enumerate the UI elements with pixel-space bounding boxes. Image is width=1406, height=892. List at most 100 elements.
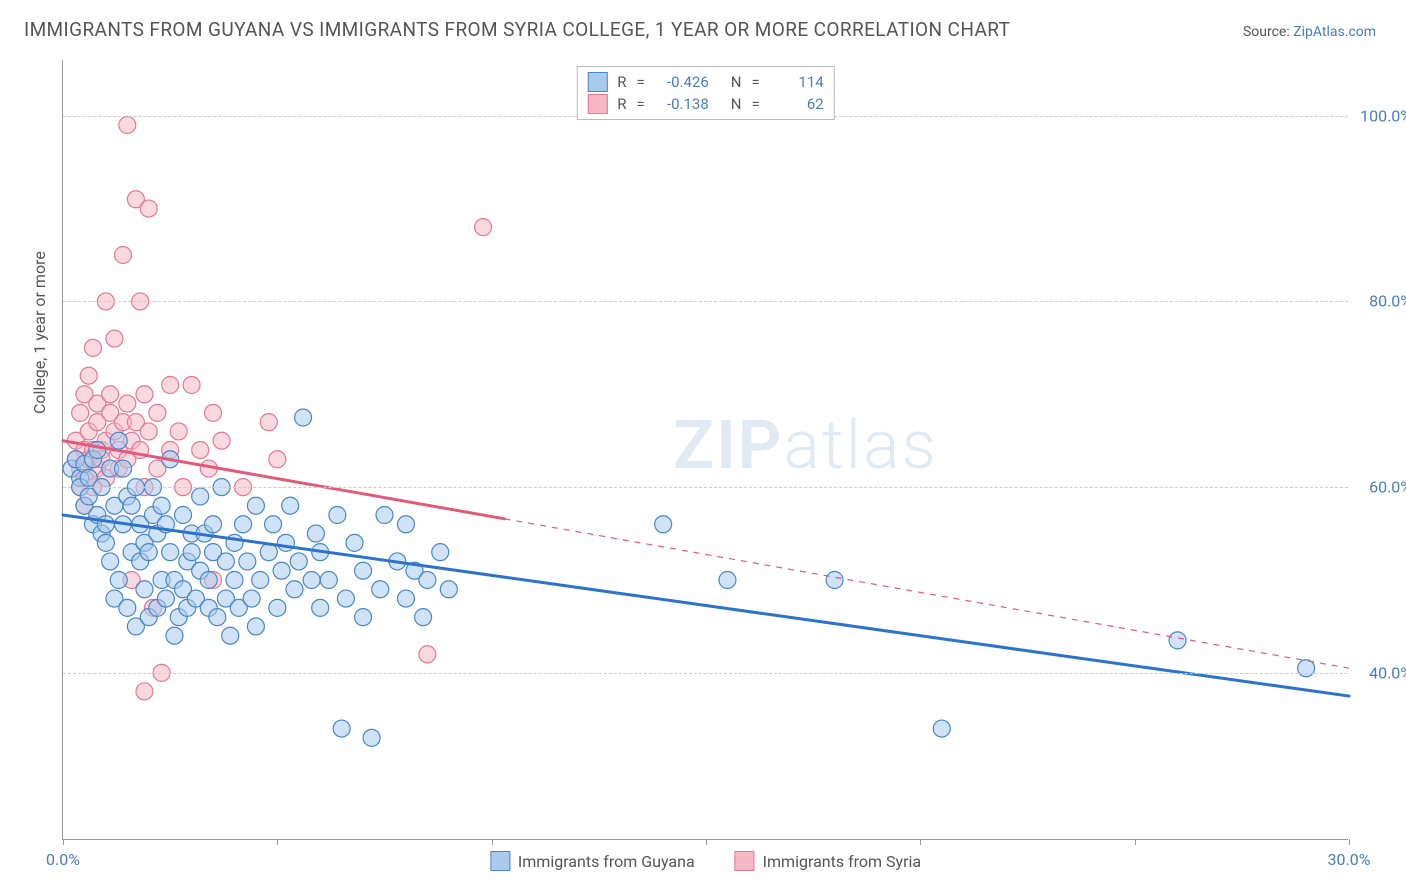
- r-value-syria: -0.138: [655, 93, 709, 115]
- source-attribution: Source: ZipAtlas.com: [1243, 24, 1376, 40]
- scatter-point: [440, 581, 457, 598]
- n-value-syria: 62: [770, 93, 824, 115]
- scatter-point: [119, 599, 136, 616]
- y-tick-label: 100.0%: [1360, 106, 1406, 125]
- scatter-point: [933, 720, 950, 737]
- x-tick-label: 0.0%: [46, 850, 80, 869]
- swatch-syria: [587, 94, 607, 114]
- scatter-point: [200, 572, 217, 589]
- scatter-point: [290, 553, 307, 570]
- stats-row-guyana: R= -0.426 N= 114: [587, 71, 823, 93]
- y-axis-label: College, 1 year or more: [30, 251, 49, 414]
- scatter-point: [153, 497, 170, 514]
- scatter-point: [106, 330, 123, 347]
- scatter-point: [102, 386, 119, 403]
- legend-label-syria: Immigrants from Syria: [763, 852, 921, 871]
- scatter-point: [397, 590, 414, 607]
- scatter-point: [162, 544, 179, 561]
- scatter-point: [273, 562, 290, 579]
- scatter-point: [170, 423, 187, 440]
- scatter-point: [205, 516, 222, 533]
- scatter-point: [217, 553, 234, 570]
- scatter-point: [213, 432, 230, 449]
- y-tick-label: 40.0%: [1369, 663, 1406, 682]
- scatter-point: [119, 117, 136, 134]
- scatter-point: [136, 581, 153, 598]
- scatter-point: [136, 683, 153, 700]
- scatter-point: [110, 432, 127, 449]
- scatter-point: [80, 367, 97, 384]
- scatter-point: [222, 627, 239, 644]
- scatter-point: [85, 339, 102, 356]
- scatter-point: [376, 507, 393, 524]
- scatter-point: [307, 525, 324, 542]
- scatter-point: [415, 609, 432, 626]
- scatter-point: [97, 534, 114, 551]
- scatter-point: [397, 516, 414, 533]
- legend-label-guyana: Immigrants from Guyana: [518, 852, 695, 871]
- scatter-point: [355, 562, 372, 579]
- scatter-point: [419, 572, 436, 589]
- scatter-point: [166, 627, 183, 644]
- scatter-point: [192, 442, 209, 459]
- gridline: [63, 487, 1348, 488]
- scatter-point: [312, 599, 329, 616]
- source-link[interactable]: ZipAtlas.com: [1293, 24, 1376, 40]
- scatter-point: [157, 590, 174, 607]
- scatter-point: [175, 507, 192, 524]
- scatter-point: [419, 646, 436, 663]
- scatter-point: [260, 414, 277, 431]
- n-value-guyana: 114: [770, 71, 824, 93]
- correlation-stats-legend: R= -0.426 N= 114 R= -0.138 N= 62: [576, 66, 834, 120]
- scatter-point: [265, 516, 282, 533]
- scatter-point: [110, 572, 127, 589]
- swatch-guyana-bottom: [490, 851, 510, 871]
- scatter-point: [205, 404, 222, 421]
- scatter-point: [192, 488, 209, 505]
- scatter-point: [329, 507, 346, 524]
- scatter-point: [247, 497, 264, 514]
- y-tick-label: 80.0%: [1369, 292, 1406, 311]
- scatter-point: [115, 460, 132, 477]
- x-tick-mark: [706, 839, 707, 845]
- scatter-point: [277, 534, 294, 551]
- scatter-point: [286, 581, 303, 598]
- scatter-point: [183, 377, 200, 394]
- scatter-point: [355, 609, 372, 626]
- scatter-point: [119, 395, 136, 412]
- scatter-point: [115, 247, 132, 264]
- scatter-point: [140, 544, 157, 561]
- scatter-point: [432, 544, 449, 561]
- scatter-point: [269, 599, 286, 616]
- scatter-point: [149, 404, 166, 421]
- gridline: [63, 301, 1348, 302]
- scatter-point: [226, 572, 243, 589]
- scatter-point: [97, 516, 114, 533]
- scatter-point: [239, 553, 256, 570]
- scatter-point: [337, 590, 354, 607]
- scatter-point: [72, 404, 89, 421]
- r-value-guyana: -0.426: [655, 71, 709, 93]
- scatter-point: [1169, 632, 1186, 649]
- scatter-point: [346, 534, 363, 551]
- scatter-point: [89, 442, 106, 459]
- scatter-point: [136, 386, 153, 403]
- scatter-point: [295, 409, 312, 426]
- scatter-point: [655, 516, 672, 533]
- plot-area: ZIPatlas R= -0.426 N= 114 R= -0.138 N= 6…: [62, 60, 1348, 840]
- scatter-point: [123, 497, 140, 514]
- scatter-point: [162, 377, 179, 394]
- swatch-syria-bottom: [735, 851, 755, 871]
- stats-row-syria: R= -0.138 N= 62: [587, 93, 823, 115]
- scatter-point: [363, 729, 380, 746]
- x-tick-mark: [277, 839, 278, 845]
- scatter-point: [243, 590, 260, 607]
- x-tick-mark: [1349, 839, 1350, 845]
- x-tick-label: 30.0%: [1328, 850, 1371, 869]
- scatter-point: [140, 423, 157, 440]
- scatter-point: [102, 553, 119, 570]
- scatter-point: [269, 451, 286, 468]
- scatter-point: [826, 572, 843, 589]
- correlation-chart: College, 1 year or more ZIPatlas R= -0.4…: [24, 54, 1382, 884]
- x-tick-mark: [920, 839, 921, 845]
